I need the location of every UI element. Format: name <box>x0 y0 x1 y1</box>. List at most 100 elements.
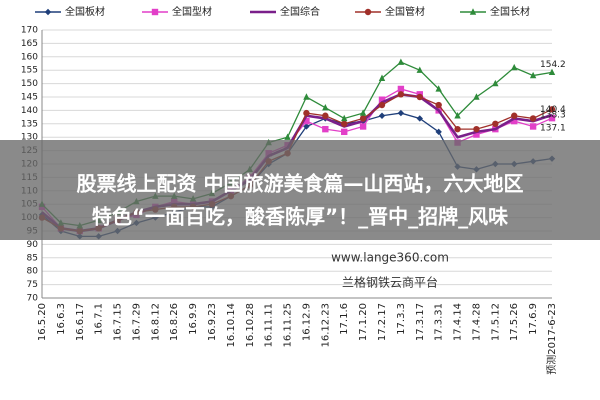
x-tick-label: 17.6.9 <box>528 303 539 335</box>
banner <box>0 140 600 240</box>
marker <box>473 125 480 133</box>
marker <box>454 112 461 119</box>
marker <box>341 128 348 136</box>
data-label: 154.2 <box>540 60 566 70</box>
marker <box>359 123 367 130</box>
x-tick-label: 17.5.12 <box>490 303 501 341</box>
x-tick-label: 17.3.3 <box>396 303 407 335</box>
y-tick-label: 160 <box>21 52 38 62</box>
marker <box>435 101 442 109</box>
marker <box>548 114 556 122</box>
marker <box>303 93 310 100</box>
x-tick-label: 17.4.28 <box>471 303 482 341</box>
marker <box>511 117 518 125</box>
y-tick-label: 135 <box>21 119 38 129</box>
marker <box>416 115 423 122</box>
marker <box>469 8 477 15</box>
marker <box>322 104 329 111</box>
marker <box>341 114 348 122</box>
x-tick-label: 16.7.15 <box>113 303 124 341</box>
marker <box>359 115 367 122</box>
marker <box>284 133 291 140</box>
y-tick-label: 145 <box>21 93 38 103</box>
legend-label: 全国型材 <box>172 5 212 18</box>
x-tick-label: 16.7.1 <box>94 303 105 335</box>
marker <box>341 120 348 128</box>
marker <box>511 63 518 71</box>
y-tick-label: 170 <box>21 26 38 36</box>
legend-label: 全国管材 <box>385 5 425 18</box>
x-tick-label: 16.12.23 <box>320 303 331 348</box>
y-tick-label: 85 <box>27 253 38 263</box>
marker <box>416 93 423 101</box>
x-tick-label: 16.7.29 <box>131 303 142 341</box>
watermark: 兰格钢铁云商平台 <box>342 275 438 290</box>
data-label: 140.4 <box>540 105 566 115</box>
x-tick-label: 17.5.26 <box>509 303 520 341</box>
legend-label: 全国综合 <box>280 5 320 18</box>
marker <box>44 8 52 16</box>
x-tick-label: 16.6.17 <box>75 303 86 341</box>
x-tick-label: 16.9.23 <box>207 303 218 341</box>
marker <box>548 68 556 76</box>
x-tick-label: 16.9.9 <box>188 303 199 335</box>
y-tick-label: 165 <box>21 39 38 49</box>
x-tick-label: 17.3.31 <box>434 303 445 341</box>
marker <box>322 125 329 133</box>
marker <box>364 8 372 16</box>
marker <box>359 109 367 116</box>
x-tick-label: 16.8.12 <box>150 303 161 341</box>
marker <box>378 101 386 109</box>
marker <box>548 106 556 113</box>
marker <box>492 79 499 87</box>
x-tick-label: 16.11.25 <box>283 303 294 348</box>
x-tick-label: 16.8.26 <box>169 303 180 341</box>
y-tick-label: 130 <box>21 133 38 143</box>
y-tick-label: 70 <box>27 294 39 304</box>
watermark: www.lange360.com <box>331 251 449 265</box>
marker <box>492 120 499 128</box>
marker <box>511 112 518 119</box>
marker <box>397 91 405 98</box>
marker <box>303 117 310 125</box>
x-tick-label: 16.10.28 <box>245 303 256 348</box>
x-tick-label: 17.1.20 <box>358 303 369 341</box>
y-tick-label: 155 <box>21 66 38 76</box>
x-tick-label: 16.6.3 <box>56 303 67 335</box>
y-tick-label: 140 <box>21 106 38 116</box>
marker <box>529 123 537 130</box>
marker <box>303 109 310 117</box>
x-tick-label: 16.11.11 <box>264 303 275 348</box>
marker <box>378 112 386 119</box>
marker <box>378 96 386 103</box>
x-tick-label: 17.4.14 <box>453 303 464 341</box>
marker <box>435 85 442 92</box>
x-tick-label: 16.5.20 <box>37 303 48 341</box>
marker <box>303 123 310 130</box>
marker <box>378 74 386 81</box>
marker <box>322 112 329 119</box>
x-tick-label: 17.1.6 <box>339 303 350 335</box>
marker <box>151 8 159 16</box>
marker <box>397 109 405 117</box>
legend-label: 全国板材 <box>65 5 105 18</box>
data-label: 137.1 <box>540 124 566 134</box>
x-tick-label: 16.12.9 <box>301 303 312 341</box>
marker <box>416 66 423 73</box>
marker <box>397 85 405 93</box>
x-tick-label: 预测2017-6-23 <box>545 303 558 375</box>
x-tick-label: 16.10.14 <box>226 303 237 348</box>
y-tick-label: 90 <box>27 240 39 250</box>
y-tick-label: 75 <box>27 280 38 290</box>
marker <box>473 93 480 100</box>
marker <box>397 58 405 65</box>
legend-label: 全国长材 <box>490 5 530 18</box>
x-tick-label: 17.3.17 <box>415 303 426 341</box>
marker <box>473 131 480 138</box>
banner-text: 股票线上配资 中国旅游美食篇—山西站，六大地区 <box>77 172 524 196</box>
banner-text: 特色“一面百吃，酸香陈厚”！_晋中_招牌_风味 <box>92 205 508 229</box>
y-tick-label: 150 <box>21 79 38 89</box>
marker <box>529 115 537 122</box>
